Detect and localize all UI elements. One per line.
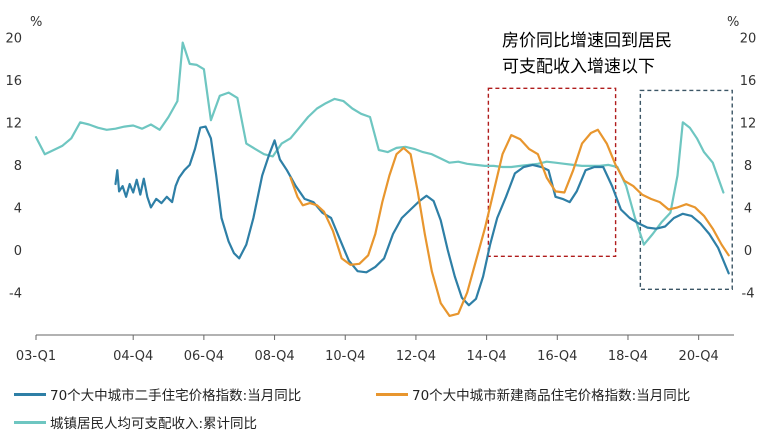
x-tick-label: 08-Q4 [254,349,294,364]
legend-swatch-secondhand [14,392,46,396]
y-tick-label-right: 12 [740,116,757,131]
y-tick-label-right: 8 [744,159,752,174]
legend-item-new-home-price: 70个大中城市新建商品住宅价格指数:当月同比 [376,384,690,404]
x-tick-label: 18-Q4 [608,349,648,364]
right-unit-label: % [727,15,739,30]
annotation-line-1: 房价同比增速回到居民 [502,31,672,51]
left-y-axis: -4 0 4 8 12 16 20 [5,31,22,301]
y-tick-label-left: 12 [5,116,22,131]
x-tick-label: 10-Q4 [325,349,365,364]
right-y-axis: -4 0 4 8 12 16 20 [740,31,757,301]
series-lines [34,41,730,317]
x-tick-label: 20-Q4 [679,349,719,364]
x-tick-label: 12-Q4 [396,349,436,364]
y-tick-label-right: 4 [744,201,752,216]
left-unit-label: % [30,15,42,30]
x-tick-label: 03-Q1 [16,349,56,364]
y-tick-label-left: 4 [14,201,22,216]
x-tick-label: 06-Q4 [184,349,224,364]
legend-swatch-income [14,420,46,424]
y-tick-label-left: 20 [5,31,22,46]
legend-label-income: 城镇居民人均可支配收入:累计同比 [50,416,258,432]
y-tick-label-left: 8 [14,159,22,174]
highlight-boxes [487,87,733,290]
y-tick-label-right: 20 [740,31,757,46]
series-line-secondhand-price [114,125,730,307]
y-tick-label-right: -4 [742,286,755,301]
legend-label-secondhand: 70个大中城市二手住宅价格指数:当月同比 [50,388,302,404]
legend-label-new-home: 70个大中城市新建商品住宅价格指数:当月同比 [412,388,691,404]
highlight-box-2 [639,89,733,290]
legend-item-secondhand-price: 70个大中城市二手住宅价格指数:当月同比 [14,384,301,404]
y-tick-label-left: -4 [9,286,22,301]
y-tick-label-left: 16 [5,74,22,89]
y-tick-label-right: 16 [740,74,757,89]
x-tick-label: 04-Q4 [113,349,153,364]
legend-swatch-new-home [376,392,408,396]
highlight-box-1 [487,87,617,258]
annotation-line-2: 可支配收入增速以下 [502,57,655,77]
series-line-income [34,41,725,246]
x-tick-label: 16-Q4 [537,349,577,364]
chart-annotation: 房价同比增速回到居民 可支配收入增速以下 [502,28,672,80]
x-axis: 03-Q1 04-Q4 06-Q4 08-Q4 10-Q4 12-Q4 14-Q4 16-Q4… [16,334,734,364]
x-tick-label: 14-Q4 [466,349,506,364]
legend-item-income: 城镇居民人均可支配收入:累计同比 [14,412,257,432]
y-tick-label-right: 0 [744,244,752,259]
y-tick-label-left: 0 [14,244,22,259]
series-line-new-home-price [289,128,730,317]
